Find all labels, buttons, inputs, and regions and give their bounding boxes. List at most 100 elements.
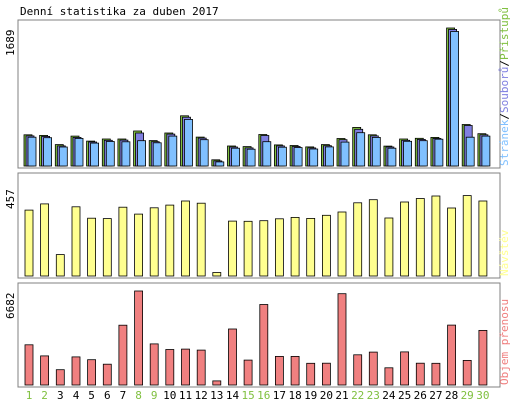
bar-volume-2 [40,355,49,386]
bar-volume-1 [24,344,34,386]
bar-volume-15 [243,359,253,386]
tick-label-23: 23 [367,389,380,402]
bar-hits-Stránek-10 [168,135,178,167]
bar-hits-Stránek-9 [152,142,162,167]
bar-hits-Stránek-2 [43,137,52,167]
bar-hits-Stránek-16 [262,141,272,167]
tick-label-9: 9 [151,389,158,402]
legend-item-Objem přenosu: Objem přenosu [498,299,511,385]
tick-label-28: 28 [445,389,458,402]
bar-visits-21 [337,211,347,277]
legend-separator: / [498,60,511,67]
bar-hits-Stránek-24 [387,147,397,167]
bar-visits-29 [462,195,472,277]
bar-volume-24 [384,367,394,386]
bar-visits-16 [259,220,269,277]
bar-hits-Stránek-23 [371,136,381,167]
bar-visits-4 [71,206,81,277]
legend-hits: Stránek/Souborů/Přístupů [498,7,511,166]
bar-volume-5 [87,359,96,386]
bar-hits-Stránek-17 [277,146,287,167]
ymax-label-hits: 1689 [4,30,17,57]
bar-hits-Stránek-1 [27,136,37,167]
bar-volume-25 [400,351,410,386]
bar-visits-18 [290,216,300,277]
bar-hits-Stránek-15 [246,148,256,167]
bar-volume-23 [368,351,378,386]
bar-hits-Stránek-26 [418,140,428,167]
bar-hits-Stránek-28 [450,31,460,167]
legend-item-Přístupů: Přístupů [498,7,511,60]
legend-volume: Objem přenosu [498,299,511,385]
bar-visits-22 [353,202,363,277]
bar-hits-Stránek-7 [121,141,131,167]
bar-hits-Stránek-3 [58,146,68,167]
bar-hits-Stránek-25 [403,140,413,167]
bar-visits-10 [165,204,175,277]
bar-volume-8 [134,290,144,386]
bar-volume-27 [431,362,441,386]
legend-item-Návštěv: Návštěv [498,229,511,276]
tick-label-11: 11 [179,389,192,402]
tick-label-13: 13 [210,389,223,402]
bar-volume-30 [478,329,488,386]
bar-volume-26 [415,362,425,386]
tick-label-10: 10 [163,389,176,402]
bar-visits-23 [368,199,378,277]
tick-label-18: 18 [288,389,301,402]
bar-hits-Stránek-22 [356,132,366,167]
tick-label-19: 19 [304,389,317,402]
bar-hits-Stránek-4 [74,137,84,167]
bar-visits-3 [55,254,65,277]
bar-visits-24 [384,217,394,277]
tick-label-1: 1 [26,389,33,402]
bar-hits-Stránek-20 [324,146,334,167]
bar-hits-Stránek-13 [215,161,225,167]
tick-label-15: 15 [241,389,254,402]
bar-volume-6 [102,363,112,386]
bar-volume-4 [71,356,81,386]
bar-volume-14 [228,328,237,386]
tick-label-8: 8 [135,389,142,402]
tick-label-26: 26 [414,389,427,402]
bar-volume-3 [55,369,65,386]
bar-volume-28 [447,324,457,386]
legend-visits: Návštěv [498,229,511,276]
bar-volume-21 [337,293,347,386]
bar-volume-19 [306,362,316,386]
bar-volume-20 [321,362,331,386]
ymax-label-visits: 457 [4,189,17,209]
bar-hits-Stránek-8 [137,140,147,167]
bar-volume-29 [462,359,472,386]
bar-visits-2 [40,203,49,277]
bar-visits-8 [134,213,144,277]
bar-hits-Stránek-6 [105,141,115,167]
bar-visits-26 [415,198,425,277]
bar-volume-22 [353,354,363,386]
tick-label-21: 21 [335,389,348,402]
bar-visits-11 [181,200,190,277]
tick-label-12: 12 [195,389,208,402]
legend-separator: / [498,113,511,120]
bar-hits-Stránek-27 [434,138,444,167]
tick-label-20: 20 [320,389,333,402]
tick-label-27: 27 [429,389,442,402]
bar-visits-13 [212,272,222,277]
bar-volume-11 [181,348,190,386]
tick-label-4: 4 [73,389,80,402]
legend-item-Souborů: Souborů [498,67,511,113]
bar-visits-1 [24,209,34,277]
bar-visits-17 [274,218,284,277]
bar-visits-20 [321,214,331,277]
bar-hits-Stránek-12 [199,139,209,167]
bar-volume-18 [290,355,300,386]
bar-hits-Stránek-19 [309,148,319,167]
bar-volume-12 [196,349,206,386]
bar-hits-Stránek-14 [231,147,240,167]
tick-label-2: 2 [41,389,48,402]
bar-visits-25 [400,201,410,277]
bar-visits-6 [102,218,112,277]
tick-label-7: 7 [120,389,127,402]
tick-label-25: 25 [398,389,411,402]
